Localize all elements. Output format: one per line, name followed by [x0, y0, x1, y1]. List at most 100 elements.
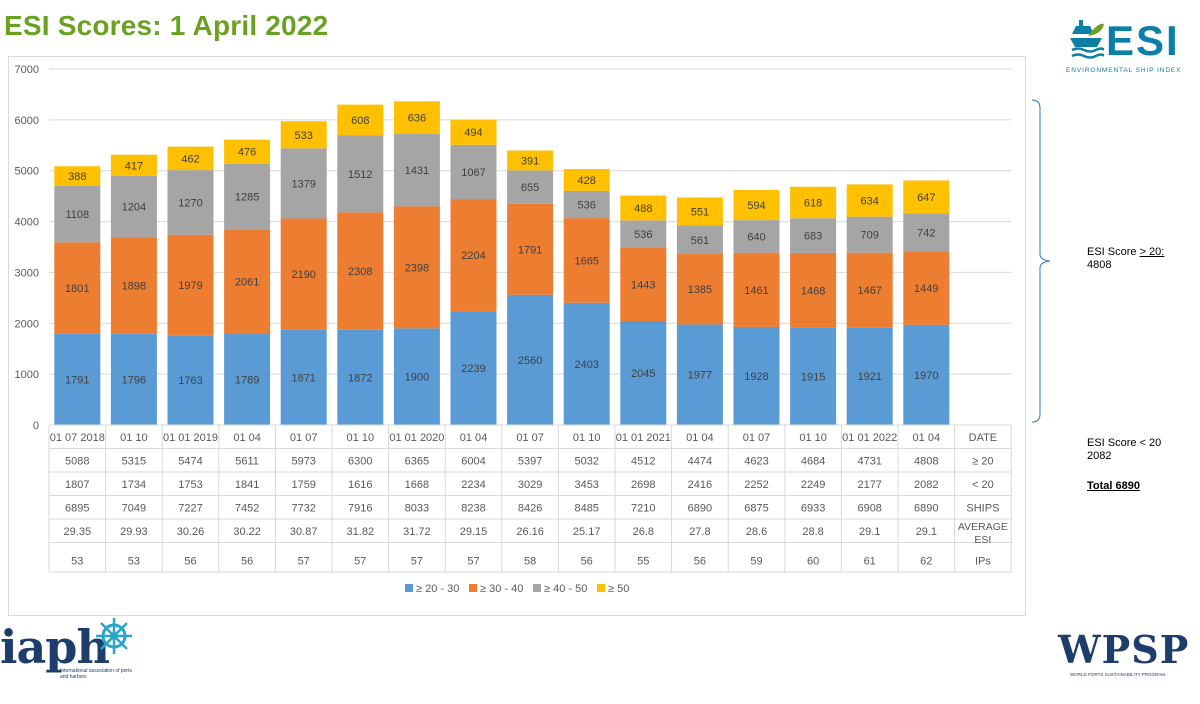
- data-label: 2308: [348, 266, 372, 278]
- table-row-label: SHIPS: [966, 503, 999, 515]
- bar-segment: [167, 146, 214, 171]
- table-cell: 56: [184, 556, 196, 568]
- x-tick-label: 01 01 2020: [389, 432, 444, 444]
- data-label: 476: [238, 147, 256, 159]
- bar-segment: [563, 190, 610, 219]
- bar-segment: [167, 170, 214, 235]
- table-cell: 4731: [857, 456, 881, 468]
- bar-segment: [676, 254, 723, 325]
- bar-segment: [507, 294, 554, 425]
- bar-segment: [733, 220, 780, 253]
- bar-segment: [450, 199, 497, 312]
- table-cell: 29.35: [64, 526, 92, 538]
- data-label: 1928: [744, 371, 768, 383]
- data-label: 1871: [291, 372, 315, 384]
- data-label: 742: [917, 227, 935, 239]
- y-tick-label: 0: [33, 420, 39, 432]
- table-cell: 5611: [235, 456, 259, 468]
- chart-area: 0 1000 2000 3000 4000 5000 6000 7000 1791 1801 110…: [8, 56, 1026, 616]
- data-label: 494: [464, 127, 482, 139]
- curly-brace: [1031, 99, 1051, 423]
- table-cell: 4684: [801, 456, 825, 468]
- bar-segment: [393, 328, 440, 425]
- table-cell: 28.8: [802, 526, 823, 538]
- page-title: ESI Scores: 1 April 2022: [4, 10, 329, 41]
- table-cell: 26.16: [516, 526, 544, 538]
- table-row-label: IPs: [975, 556, 991, 568]
- table-row-label: ≥ 20: [972, 456, 993, 468]
- bar-segment: [280, 121, 327, 149]
- x-tick-label: 01 10: [347, 432, 375, 444]
- x-tick-label: 01 10: [120, 432, 148, 444]
- table-cell: 6300: [348, 456, 372, 468]
- data-label: 1970: [914, 370, 938, 382]
- x-tick-label: 01 04: [233, 432, 261, 444]
- data-label: 1512: [348, 169, 372, 181]
- table-cell: 4623: [744, 456, 768, 468]
- table-cell: 4512: [631, 456, 655, 468]
- bar-segment: [507, 203, 554, 295]
- table-cell: 53: [71, 556, 83, 568]
- data-label: 1270: [178, 197, 202, 209]
- bar-segment: [224, 139, 271, 164]
- bar-segment: [903, 324, 950, 425]
- bar-segment: [676, 225, 723, 255]
- esi-logo-word: ESI: [1106, 17, 1180, 64]
- table-cell: 56: [694, 556, 706, 568]
- x-tick-label: 01 01 2021: [616, 432, 671, 444]
- data-label: 1915: [801, 371, 825, 383]
- data-label: 2061: [235, 277, 259, 289]
- table-cell: 30.26: [177, 526, 205, 538]
- data-label: 1763: [178, 375, 202, 387]
- bar-segment: [563, 302, 610, 425]
- data-label: 709: [861, 230, 879, 242]
- table-row-label: < 20: [972, 479, 994, 491]
- data-label: 536: [578, 199, 596, 211]
- data-label: 1461: [744, 285, 768, 297]
- table-cell: 29.93: [120, 526, 148, 538]
- table-cell: 8485: [574, 503, 598, 515]
- data-label: 488: [634, 203, 652, 215]
- table-cell: 31.72: [403, 526, 431, 538]
- table-cell: 58: [524, 556, 536, 568]
- ge20-label: ESI Score: [1087, 246, 1140, 258]
- table-cell: 57: [411, 556, 423, 568]
- data-label: 533: [295, 130, 313, 142]
- table-cell: 1807: [65, 479, 89, 491]
- bar-segment: [224, 229, 271, 335]
- data-label: 1796: [122, 374, 146, 386]
- bar-segment: [54, 242, 101, 334]
- legend-swatch: [533, 584, 541, 592]
- bar-segment: [790, 218, 837, 253]
- data-label: 1898: [122, 280, 146, 292]
- bar-segment: [280, 218, 327, 330]
- table-cell: 57: [298, 556, 310, 568]
- bar-segment: [846, 327, 893, 425]
- y-tick-label: 3000: [15, 267, 39, 279]
- table-cell: 56: [241, 556, 253, 568]
- table-cell: 6890: [688, 503, 712, 515]
- data-label: 594: [747, 200, 765, 212]
- data-label: 1067: [461, 167, 485, 179]
- bar-segment: [110, 237, 157, 334]
- bar-segment: [507, 150, 554, 171]
- bar-segment: [224, 163, 271, 230]
- y-tick-label: 2000: [15, 318, 39, 330]
- bar-segment: [393, 101, 440, 134]
- data-label: 2403: [574, 359, 598, 371]
- table-cell: 29.1: [859, 526, 880, 538]
- data-label: 1921: [857, 371, 881, 383]
- table-cell: 4808: [914, 456, 938, 468]
- y-tick-label: 7000: [15, 64, 39, 76]
- bar-segment: [676, 324, 723, 425]
- data-label: 1449: [914, 283, 938, 295]
- x-tick-label: 01 07: [290, 432, 318, 444]
- data-label: 2560: [518, 355, 542, 367]
- data-label: 2239: [461, 363, 485, 375]
- table-cell: 62: [920, 556, 932, 568]
- data-label: 1443: [631, 279, 655, 291]
- table-cell: 56: [581, 556, 593, 568]
- ship-wheel-icon: [96, 618, 132, 654]
- y-tick-label: 6000: [15, 115, 39, 127]
- table-cell: 7916: [348, 503, 372, 515]
